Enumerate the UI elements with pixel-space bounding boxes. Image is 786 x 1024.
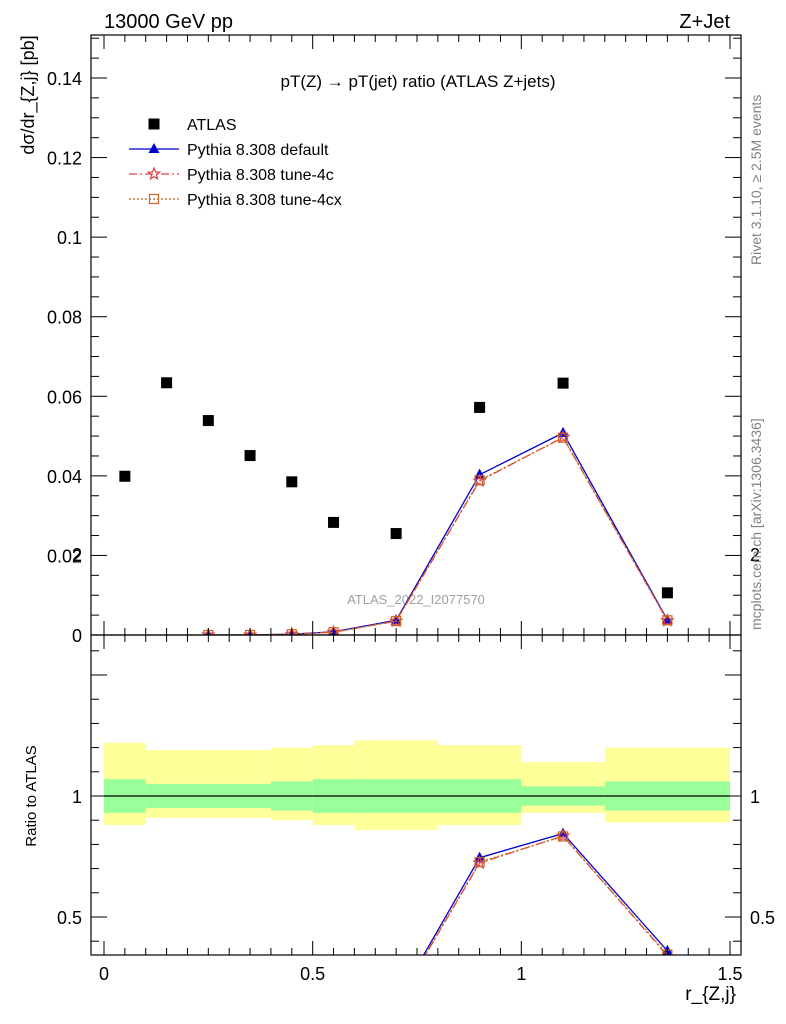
data-point [161, 377, 173, 389]
header-left-label: 13000 GeV pp [104, 11, 233, 33]
legend-label: ATLAS [187, 117, 237, 134]
watermark-label: ATLAS_2022_I2077570 [347, 592, 485, 607]
legend: ATLAS Pythia 8.308 default Pythia 8.308 tu… [129, 117, 342, 209]
y-tick-label-bottom: 2 [72, 545, 82, 565]
data-point [202, 415, 214, 427]
y-tick-label-top: 0.12 [47, 149, 82, 169]
ratio-line-1 [424, 835, 668, 955]
legend-marker [148, 118, 160, 130]
data-point [474, 475, 485, 486]
data-point [661, 587, 673, 599]
header-right-label: Z+Jet [679, 11, 730, 33]
legend-marker [146, 166, 162, 181]
data-point [557, 377, 569, 389]
chart-title: pT(Z) → pT(jet) ratio (ATLAS Z+jets) [280, 72, 555, 91]
data-point [557, 432, 569, 443]
x-tick-label: 0.5 [300, 964, 325, 984]
x-tick-label: 0 [99, 964, 109, 984]
ratio-line-0 [422, 832, 668, 955]
legend-label: Pythia 8.308 tune-4c [187, 167, 334, 184]
legend-marker [148, 143, 160, 153]
ratio-series-layer [422, 827, 673, 955]
y-tick-label-top: 0.06 [47, 387, 82, 407]
ratio-point [557, 831, 569, 842]
y-tick-label-top: 0.02 [47, 546, 82, 566]
bottom-plot-frame [90, 634, 742, 956]
data-point [244, 450, 256, 462]
y-tick-label-bottom-right: 1 [750, 787, 760, 807]
y-tick-label-bottom-right: 0.5 [750, 908, 775, 928]
x-axis-label: r_{Z,j} [685, 984, 736, 1005]
y-axis-label-bottom: Ratio to ATLAS [23, 745, 40, 846]
y-tick-label-top: 0.14 [47, 69, 82, 89]
x-tick-label: 1 [516, 964, 526, 984]
ratio-uncertainty-bands [104, 740, 730, 830]
y-axis-label-top: dσ/dr_{Z,j} [pb] [18, 35, 39, 154]
data-point [328, 627, 339, 635]
x-tick-label: 1.5 [717, 964, 742, 984]
y-tick-label-bottom-right: 2 [750, 545, 760, 565]
data-point [328, 516, 340, 528]
legend-marker [148, 193, 160, 205]
legend-label: Pythia 8.308 default [187, 142, 329, 159]
bottom-axes: 0 0.5 1 1.5 0.5 0.5 1 1 2 2 [57, 545, 775, 984]
ratio-line-2 [424, 835, 668, 955]
legend-label: Pythia 8.308 tune-4cx [187, 192, 342, 209]
y-tick-label-bottom: 0.5 [57, 908, 82, 928]
data-point [662, 615, 673, 626]
y-tick-label-top: 0 [72, 626, 82, 646]
data-point [119, 470, 131, 482]
data-point [390, 528, 402, 540]
y-tick-label-bottom: 1 [72, 787, 82, 807]
ratio-point [474, 856, 485, 868]
y-tick-label-top: 0.04 [47, 467, 82, 487]
y-tick-label-top: 0.08 [47, 308, 82, 328]
data-point [474, 401, 486, 413]
side-mcplots-label: mcplots.cern.ch [arXiv:1306.3436] [748, 418, 764, 630]
data-point [391, 615, 402, 627]
side-rivet-label: Rivet 3.1.10, ≥ 2.5M events [748, 95, 764, 265]
y-tick-label-top: 0.1 [57, 228, 82, 248]
data-point [286, 476, 298, 488]
